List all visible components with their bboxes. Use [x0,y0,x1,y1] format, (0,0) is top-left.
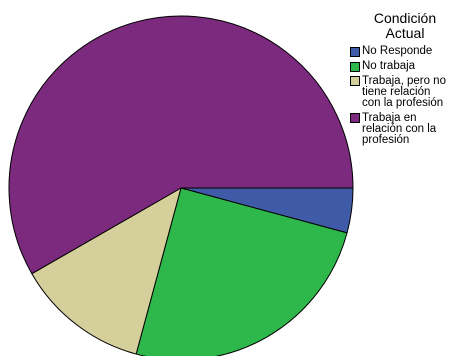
pie-slice-trabaja-con-relacion [8,15,354,275]
legend-swatch-no-responde [350,47,360,57]
legend-item-no-trabaja: No trabaja [350,60,462,72]
pie-slice-no-trabaja [135,187,348,356]
legend-swatch-no-trabaja [350,62,360,72]
legend-swatch-trabaja-sin-relacion [350,76,360,86]
legend-swatch-trabaja-con-relacion [350,113,360,123]
legend-item-no-responde: No Responde [350,45,462,57]
pie-slice-trabaja-sin-relacion [31,187,182,355]
legend-label-no-trabaja: No trabaja [362,60,416,72]
legend-label-no-responde: No Responde [362,45,433,57]
legend-item-trabaja-sin-relacion: Trabaja, pero no tiene relación con la p… [350,75,462,109]
pie-slices [8,15,354,356]
legend-item-trabaja-con-relacion: Trabaja en relación con la profesión [350,112,462,146]
legend-title: Condición Actual [373,10,437,41]
legend-label-trabaja-sin-relacion: Trabaja, pero no tiene relación con la p… [362,75,446,109]
legend-label-trabaja-con-relacion: Trabaja en relación con la profesión [362,112,437,146]
legend: Condición Actual No Responde No trabaja … [350,11,462,150]
